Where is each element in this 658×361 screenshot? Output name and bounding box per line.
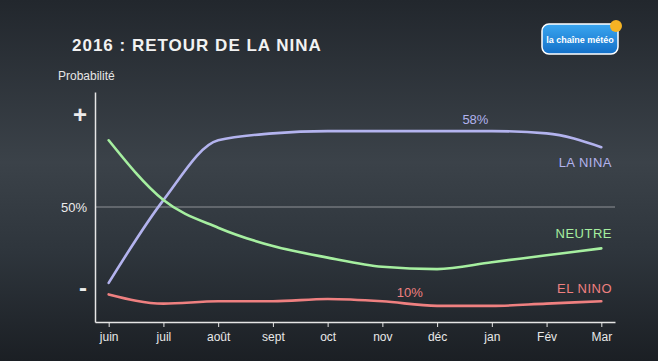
x-tick: juil: [156, 322, 172, 344]
x-tick: sept: [262, 322, 285, 344]
x-tick: oct: [320, 322, 337, 344]
x-tick-mark: [492, 322, 493, 327]
x-tick: Mar: [591, 322, 612, 344]
x-tick-mark: [163, 322, 164, 327]
x-tick: août: [207, 322, 231, 344]
x-tick: jan: [483, 322, 500, 344]
logo-badge: [542, 24, 618, 54]
x-tick-mark: [328, 322, 329, 327]
y-axis: - 50% +: [61, 93, 96, 323]
annotation: 58%: [462, 112, 488, 127]
series-label: NEUTRE: [556, 226, 612, 241]
x-tick-mark: [601, 322, 602, 327]
labels: LA NINA NEUTRE EL NINO 58% 10%: [397, 112, 612, 300]
x-tick-label: juil: [156, 330, 172, 344]
series-label: EL NINO: [557, 281, 612, 296]
annotation: 10%: [397, 285, 423, 300]
y-tick-label: +: [73, 101, 87, 128]
x-tick-label: Fév: [537, 330, 557, 344]
chart-container: juin juil août sept oct nov déc jan Fév Mar - 50% + L…: [0, 0, 658, 361]
y-axis-title: Probabilité: [58, 69, 115, 83]
x-tick-mark: [437, 322, 438, 327]
x-tick-label: sept: [262, 330, 285, 344]
x-tick-mark: [218, 322, 219, 327]
y-tick: -: [79, 274, 95, 301]
x-tick-label: déc: [428, 330, 447, 344]
x-tick-mark: [382, 322, 383, 327]
x-tick: Fév: [537, 322, 557, 344]
x-tick-label: jan: [483, 330, 500, 344]
x-axis-line: [96, 322, 616, 324]
y-tick: 50%: [61, 200, 95, 215]
x-tick-label: juin: [99, 330, 119, 344]
x-tick-label: août: [207, 330, 231, 344]
chart-svg: juin juil août sept oct nov déc jan Fév Mar - 50% + L…: [0, 0, 658, 361]
y-tick: +: [73, 101, 95, 128]
x-axis: juin juil août sept oct nov déc jan Fév Mar: [96, 322, 616, 344]
series-label: LA NINA: [559, 155, 612, 170]
x-tick-label: Mar: [591, 330, 612, 344]
logo-sun: [610, 20, 622, 32]
x-tick-label: oct: [320, 330, 337, 344]
plot-area: [109, 131, 602, 306]
x-tick-mark: [547, 322, 548, 327]
background: [0, 0, 658, 361]
series-line: [109, 131, 602, 283]
x-tick-mark: [109, 322, 110, 327]
y-tick-label: -: [79, 274, 87, 301]
y-tick-label: 50%: [61, 200, 87, 215]
series-line: [109, 140, 602, 269]
series-line: [109, 294, 602, 306]
x-tick-mark: [273, 322, 274, 327]
logo: la chaîne météo: [542, 20, 622, 54]
x-tick: juin: [99, 322, 119, 344]
x-tick: nov: [373, 322, 392, 344]
x-tick: déc: [428, 322, 447, 344]
title: 2016 : RETOUR DE LA NINA: [72, 36, 322, 55]
y-axis-line: [95, 93, 97, 323]
x-tick-label: nov: [373, 330, 392, 344]
logo-text: la chaîne météo: [546, 35, 614, 45]
